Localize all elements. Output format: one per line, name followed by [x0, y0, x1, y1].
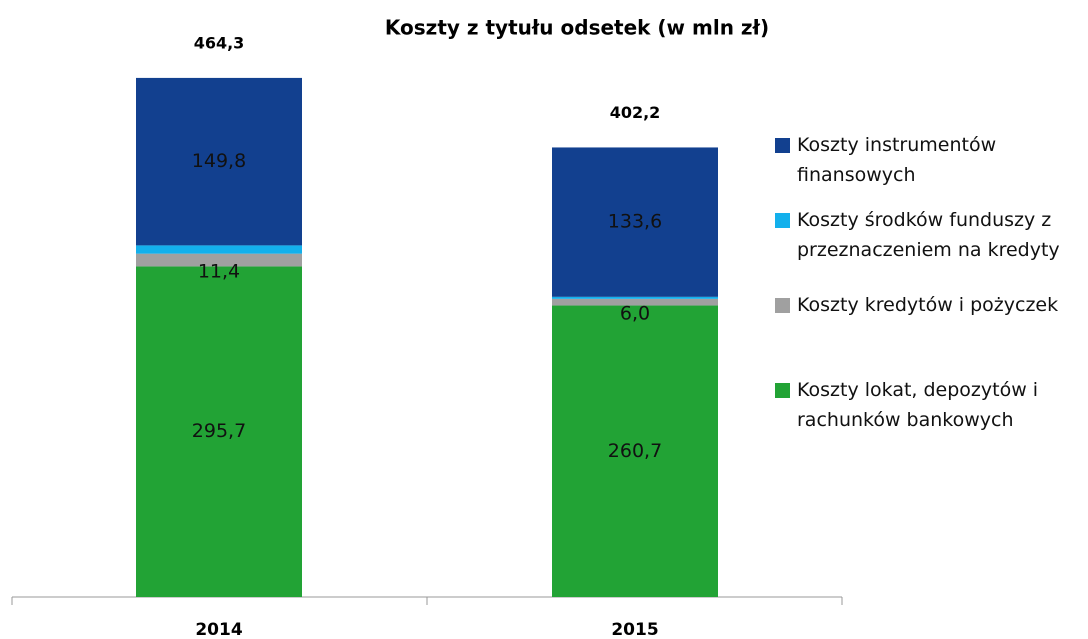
total-label: 464,3 — [194, 33, 245, 52]
data-label: 11,4 — [198, 261, 240, 283]
legend-label: Koszty środków funduszy z przeznaczeniem… — [797, 209, 1060, 261]
data-label: 260,7 — [608, 440, 662, 462]
bar-segment — [136, 266, 302, 597]
bar-segment — [552, 298, 718, 306]
bar-segment — [136, 245, 302, 254]
data-label: 295,7 — [192, 420, 246, 442]
bar-segment — [136, 77, 302, 246]
chart-title: Koszty z tytułu odsetek (w mln zł) — [385, 16, 769, 40]
total-label: 402,2 — [610, 103, 661, 122]
legend-swatch — [775, 383, 790, 398]
bar-segment — [552, 296, 718, 299]
legend-swatch — [775, 213, 790, 228]
data-label: 6,0 — [620, 303, 650, 325]
legend-label: Koszty lokat, depozytów i rachunków bank… — [797, 379, 1039, 431]
legend-label: Koszty instrumentów finansowych — [797, 134, 997, 186]
bar-segment — [552, 147, 718, 297]
x-tick-label: 2015 — [611, 620, 658, 639]
legend-swatch — [775, 298, 790, 313]
data-label: 149,8 — [192, 150, 246, 172]
x-tick-label: 2014 — [195, 620, 242, 639]
data-label: 133,6 — [608, 211, 662, 233]
bar-segment — [136, 253, 302, 267]
bar-segment — [552, 305, 718, 597]
legend-swatch — [775, 138, 790, 153]
legend-label: Koszty kredytów i pożyczek — [797, 294, 1059, 316]
